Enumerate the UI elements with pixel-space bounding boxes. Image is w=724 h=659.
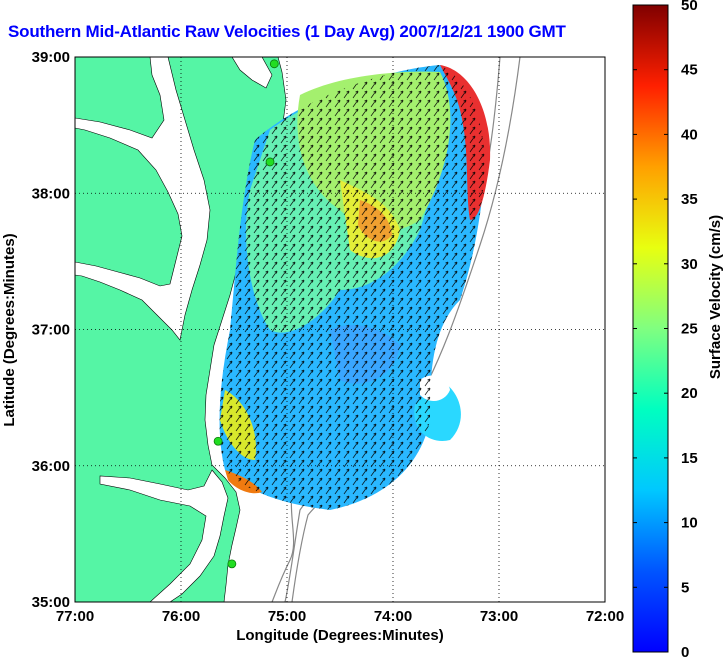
x-tick-label: 77:00	[56, 608, 94, 625]
station-marker	[213, 436, 223, 446]
x-tick-label: 75:00	[268, 608, 306, 625]
plot-frame	[74, 56, 606, 603]
colorbar-tick-label: 0	[681, 644, 689, 659]
colorbar-tick-label: 20	[681, 385, 698, 402]
colorbar	[632, 4, 669, 653]
map-title: Southern Mid-Atlantic Raw Velocities (1 …	[8, 22, 566, 41]
x-tick-label: 76:00	[162, 608, 200, 625]
colorbar-label: Surface Velocity (cm/s)	[707, 215, 724, 379]
colorbar-tick-label: 40	[681, 126, 698, 143]
y-tick-label: 38:00	[32, 185, 70, 202]
x-tick-label: 72:00	[586, 608, 624, 625]
station-markers	[213, 59, 279, 569]
colorbar-tick-label: 50	[681, 0, 698, 14]
colorbar-tick-label: 30	[681, 256, 698, 273]
x-tick-label: 73:00	[480, 608, 518, 625]
y-tick-label: 35:00	[32, 594, 70, 611]
colorbar-tick-label: 10	[681, 515, 698, 532]
x-tick-label: 74:00	[374, 608, 412, 625]
colorbar-tick-label: 45	[681, 62, 698, 79]
chesapeake-bay	[75, 57, 211, 341]
station-marker	[265, 157, 275, 167]
station-marker	[269, 59, 279, 69]
y-tick-label: 39:00	[32, 49, 70, 66]
y-tick-label: 36:00	[32, 458, 70, 475]
station-marker	[227, 559, 237, 569]
x-axis-ticks: 77:00 76:00 75:00 74:00 73:00 72:00	[56, 608, 624, 625]
velocity-field	[219, 65, 491, 510]
colorbar-tick-label: 15	[681, 450, 698, 467]
y-axis-label: Latitude (Degrees:Minutes)	[1, 233, 18, 426]
map-grid	[75, 57, 605, 602]
colorbar-tick-label: 5	[681, 579, 689, 596]
x-axis-label: Longitude (Degrees:Minutes)	[236, 627, 444, 644]
colorbar-tick-label: 25	[681, 321, 698, 338]
y-tick-label: 37:00	[32, 322, 70, 339]
y-axis-ticks: 39:00 38:00 37:00 36:00 35:00	[32, 49, 70, 611]
colorbar-tick-label: 35	[681, 191, 698, 208]
pamlico-sound	[99, 469, 229, 602]
colorbar-ticks: 0 5 10 15 20 25 30 35 40 45 50	[633, 0, 698, 659]
delaware-bay	[231, 57, 273, 89]
